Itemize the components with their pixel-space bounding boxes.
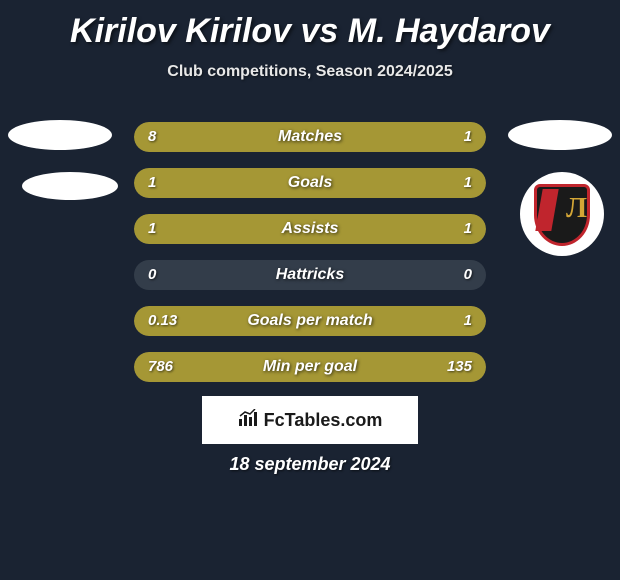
stat-label: Matches xyxy=(134,122,486,152)
stats-bars: 81Matches 11Goals 11Assists 00Hattricks 0.13… xyxy=(134,122,486,398)
footer-brand: FcTables.com xyxy=(202,396,418,444)
footer-brand-text: FcTables.com xyxy=(264,410,383,431)
chart-icon xyxy=(238,409,260,432)
stat-label: Goals xyxy=(134,168,486,198)
date-text: 18 september 2024 xyxy=(0,454,620,475)
stat-row: 81Matches xyxy=(134,122,486,152)
stat-label: Min per goal xyxy=(134,352,486,382)
stat-row: 786135Min per goal xyxy=(134,352,486,382)
stat-row: 00Hattricks xyxy=(134,260,486,290)
stat-label: Goals per match xyxy=(134,306,486,336)
player2-badge: Л xyxy=(520,172,604,256)
badge-letter: Л xyxy=(566,193,587,225)
stat-row: 11Assists xyxy=(134,214,486,244)
player2-logo-oval xyxy=(508,120,612,150)
stat-label: Assists xyxy=(134,214,486,244)
stat-row: 11Goals xyxy=(134,168,486,198)
stat-row: 0.131Goals per match xyxy=(134,306,486,336)
page-title: Kirilov Kirilov vs M. Haydarov xyxy=(0,0,620,51)
player1-logo-oval-2 xyxy=(22,172,118,200)
player1-logo-oval-1 xyxy=(8,120,112,150)
stat-label: Hattricks xyxy=(134,260,486,290)
subtitle: Club competitions, Season 2024/2025 xyxy=(0,63,620,81)
